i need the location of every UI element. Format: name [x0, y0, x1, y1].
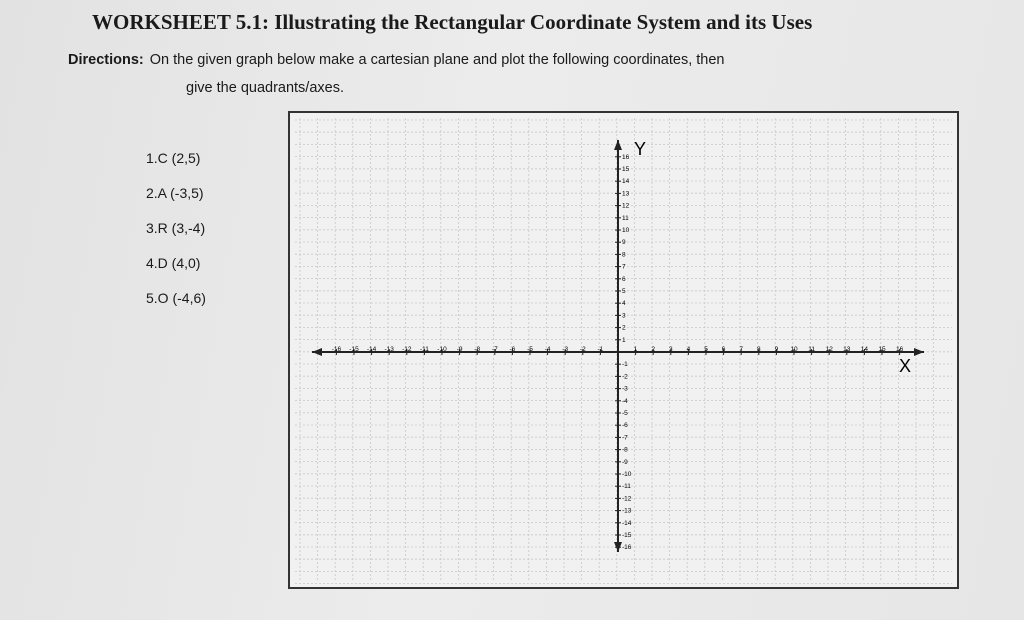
y-tick-label: 8 — [622, 251, 626, 258]
x-tick-label: -11 — [420, 346, 429, 353]
y-tick-label: -15 — [622, 532, 632, 539]
x-axis-label: X — [899, 356, 911, 376]
grid — [295, 118, 952, 584]
y-tick-label: -10 — [622, 471, 632, 478]
y-tick-label: 2 — [622, 325, 626, 332]
y-tick-label: -11 — [622, 483, 631, 490]
y-tick-label: -5 — [622, 410, 628, 417]
y-tick-label: -3 — [622, 386, 628, 393]
x-tick-label: -7 — [492, 346, 498, 353]
x-tick-label: -16 — [332, 346, 342, 353]
y-tick-label: 12 — [622, 203, 630, 210]
x-tick-label: -1 — [598, 346, 604, 353]
y-tick-label: 3 — [622, 312, 626, 319]
x-tick-label: 15 — [878, 346, 886, 353]
x-tick-label: -8 — [474, 346, 480, 353]
x-tick-label: 10 — [790, 346, 798, 353]
worksheet-title: WORKSHEET 5.1: Illustrating the Rectangu… — [92, 10, 813, 34]
y-tick-label: 4 — [622, 300, 626, 307]
y-tick-label: -12 — [622, 495, 632, 502]
x-tick-label: 5 — [704, 346, 708, 353]
x-tick-label: 11 — [808, 346, 815, 353]
directions: Directions: On the given graph below make… — [68, 52, 724, 68]
x-tick-label: -3 — [562, 346, 568, 353]
coordinate-item: 1.C (2,5) — [146, 150, 201, 166]
x-tick-label: -13 — [384, 346, 394, 353]
y-tick-label: -4 — [622, 398, 628, 405]
directions-text: On the given graph below make a cartesia… — [149, 52, 725, 68]
y-tick-label: 7 — [622, 264, 626, 271]
y-tick-label: -7 — [622, 434, 628, 441]
y-tick-label: 5 — [622, 288, 626, 295]
x-tick-label: 13 — [843, 346, 851, 353]
y-tick-label: 16 — [622, 154, 630, 161]
x-tick-label: 6 — [722, 346, 726, 353]
x-tick-label: -12 — [402, 346, 412, 353]
coordinate-item: 4.D (4,0) — [146, 255, 201, 271]
x-tick-label: -6 — [510, 346, 516, 353]
x-tick-label: -4 — [545, 346, 551, 353]
y-tick-label: -14 — [622, 520, 632, 527]
x-tick-label: 12 — [826, 346, 834, 353]
coordinate-item: 3.R (3,-4) — [146, 220, 206, 236]
arrow — [312, 348, 322, 356]
x-tick-label: 14 — [861, 346, 869, 353]
x-tick-label: -9 — [457, 346, 463, 353]
arrow — [614, 140, 622, 150]
arrow — [914, 348, 924, 356]
y-tick-label: -13 — [622, 508, 632, 515]
x-tick-label: 16 — [896, 346, 904, 353]
directions-label: Directions: — [68, 52, 144, 68]
coordinate-item: 5.O (-4,6) — [146, 290, 206, 306]
x-tick-label: -10 — [437, 346, 447, 353]
x-tick-label: 2 — [651, 346, 655, 353]
y-tick-label: 9 — [622, 239, 626, 246]
y-tick-label: 15 — [622, 166, 630, 173]
y-tick-label: 6 — [622, 276, 626, 283]
y-axis-label: Y — [634, 139, 646, 159]
coordinate-item: 2.A (-3,5) — [146, 185, 204, 201]
y-tick-label: -16 — [622, 544, 632, 551]
y-tick-label: 14 — [622, 178, 630, 185]
x-tick-label: 8 — [757, 346, 761, 353]
y-tick-label: -2 — [622, 373, 628, 380]
y-tick-label: -9 — [622, 459, 628, 466]
x-tick-label: 4 — [687, 346, 691, 353]
x-tick-label: 7 — [739, 346, 743, 353]
y-tick-label: -6 — [622, 422, 628, 429]
directions-text: give the quadrants/axes. — [186, 80, 344, 96]
x-tick-label: -14 — [367, 346, 377, 353]
y-tick-label: 10 — [622, 227, 630, 234]
y-tick-label: 1 — [622, 337, 626, 344]
x-tick-label: -2 — [580, 346, 586, 353]
x-tick-label: -15 — [349, 346, 359, 353]
y-tick-label: -8 — [622, 447, 628, 454]
y-tick-label: 13 — [622, 190, 630, 197]
y-tick-label: 11 — [622, 215, 629, 222]
y-tick-label: -1 — [622, 361, 628, 368]
x-tick-label: 3 — [669, 346, 673, 353]
x-tick-label: 1 — [634, 346, 638, 353]
x-tick-label: -5 — [527, 346, 533, 353]
x-tick-label: 9 — [775, 346, 779, 353]
